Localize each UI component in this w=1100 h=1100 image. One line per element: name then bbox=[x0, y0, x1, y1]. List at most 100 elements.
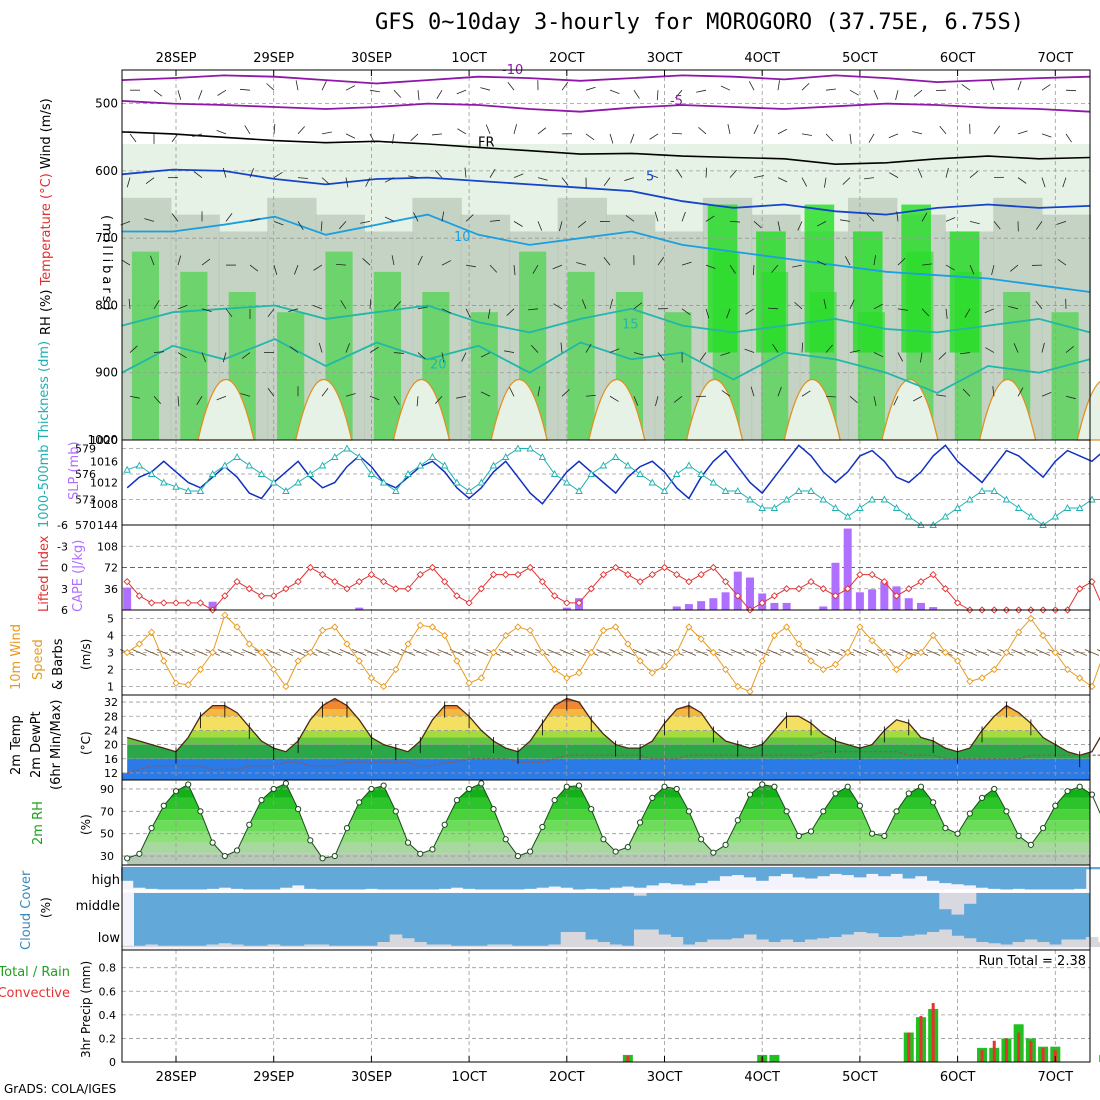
cloud-high-bar bbox=[902, 867, 916, 879]
li-marker bbox=[135, 592, 143, 600]
rh-marker bbox=[966, 810, 973, 817]
thickness-marker bbox=[746, 495, 754, 503]
cloud-low-bar bbox=[499, 944, 513, 947]
date-label-bottom: 3OCT bbox=[647, 1070, 683, 1085]
wind-barb bbox=[825, 344, 833, 353]
wind-barb bbox=[657, 352, 665, 361]
cloud-low-bar bbox=[267, 944, 281, 947]
wind-barb-10m bbox=[864, 649, 880, 656]
wind-barb bbox=[480, 352, 491, 358]
cape-bar bbox=[208, 601, 217, 610]
wind-barb bbox=[945, 167, 949, 178]
rh-marker bbox=[649, 794, 656, 801]
wind-barb bbox=[849, 395, 858, 404]
cloud-low-bar bbox=[487, 944, 501, 947]
cloud-low-bar bbox=[914, 934, 928, 947]
wind-barb bbox=[993, 125, 1001, 135]
wind-speed-marker bbox=[367, 674, 376, 682]
wind-tick: 2 bbox=[107, 664, 114, 677]
precip-conv-title: Convective bbox=[0, 986, 70, 1001]
cloud-high-bar bbox=[316, 867, 330, 890]
date-label-top: 7OCT bbox=[1038, 51, 1074, 66]
li-marker bbox=[575, 599, 583, 607]
wind-speed-marker bbox=[1063, 665, 1072, 674]
wind-barb bbox=[873, 396, 877, 407]
wind-barb-10m bbox=[632, 649, 648, 656]
date-label-bottom: 5OCT bbox=[842, 1070, 878, 1085]
rh-marker bbox=[893, 808, 900, 815]
wind-barb bbox=[984, 308, 995, 314]
cloud-high-bar bbox=[829, 867, 842, 874]
cloud-low-bar bbox=[536, 945, 549, 947]
cape-bar bbox=[770, 602, 779, 610]
wind-speed-marker bbox=[282, 682, 290, 691]
cloud-high-bar bbox=[585, 867, 598, 889]
wind-barb bbox=[603, 177, 611, 186]
thickness-marker bbox=[379, 478, 388, 486]
thickness-marker bbox=[721, 487, 730, 494]
cloud-middle-bar bbox=[939, 893, 952, 910]
wind-barb bbox=[532, 264, 539, 274]
cloud-high-bar bbox=[792, 867, 806, 878]
wind-barb bbox=[153, 396, 161, 404]
thickness-marker bbox=[257, 470, 266, 477]
wind-speed-marker bbox=[709, 648, 717, 657]
cloud-low-bar bbox=[230, 944, 244, 947]
wind-barb bbox=[171, 213, 179, 222]
cloud-low-bar bbox=[682, 944, 696, 947]
thickness-marker bbox=[782, 495, 791, 503]
rh-band bbox=[127, 797, 1090, 810]
wind-barb bbox=[489, 264, 498, 273]
wind-barb bbox=[345, 133, 356, 139]
cape-tick: 144 bbox=[97, 519, 118, 532]
thickness-marker bbox=[294, 478, 302, 486]
cloud-low-bar bbox=[365, 945, 378, 947]
wind-barb bbox=[561, 81, 569, 91]
wind-tick: 1 bbox=[107, 681, 114, 694]
wind-barb bbox=[507, 82, 515, 91]
rh-marker bbox=[600, 836, 607, 843]
wind-speed-marker bbox=[428, 623, 437, 631]
wind-barb bbox=[240, 393, 251, 397]
wind-speed-marker bbox=[868, 636, 876, 645]
wind-barb bbox=[537, 221, 543, 231]
rh-marker bbox=[685, 808, 693, 815]
wind-barb bbox=[1041, 177, 1046, 188]
rh-saturated bbox=[756, 231, 786, 353]
li-marker bbox=[648, 570, 656, 579]
wind-barb bbox=[369, 298, 372, 309]
cloud-low-bar bbox=[243, 945, 256, 947]
temp-contour bbox=[121, 168, 1091, 216]
wind-barb bbox=[675, 89, 683, 98]
wind-barb-10m bbox=[474, 649, 489, 656]
wind-barb bbox=[145, 177, 155, 184]
cloud-low-bar bbox=[1000, 944, 1013, 947]
wind-barb bbox=[267, 388, 275, 397]
wind-barb bbox=[825, 395, 837, 398]
cloud-high-bar bbox=[279, 867, 293, 888]
precip-total-title: Total / Rain bbox=[0, 965, 70, 980]
wind-barb bbox=[816, 260, 827, 266]
cloud-high-bar bbox=[719, 867, 733, 877]
rh-marker bbox=[588, 805, 595, 813]
thickness-marker bbox=[123, 465, 131, 473]
cloud-high-bar bbox=[340, 867, 354, 890]
cloud-high-bar bbox=[206, 867, 220, 889]
thickness-marker bbox=[221, 461, 229, 469]
cloud-high-bar bbox=[743, 867, 757, 878]
cloud-low-bar bbox=[743, 934, 757, 947]
rh-marker bbox=[734, 817, 741, 824]
wind-barb-10m bbox=[547, 649, 562, 656]
wind-barb bbox=[321, 81, 327, 91]
rh-dry-dome bbox=[783, 378, 842, 441]
li-marker bbox=[758, 599, 766, 607]
chart-title: GFS 0~10day 3-hourly for MOROGORO (37.75… bbox=[375, 10, 1025, 35]
thickness-marker bbox=[269, 478, 278, 486]
cloud-low-bar bbox=[450, 945, 464, 947]
rh-marker bbox=[710, 849, 717, 856]
cloud-high-bar bbox=[304, 867, 317, 889]
wind-barb bbox=[201, 308, 212, 312]
thickness-marker bbox=[440, 461, 449, 469]
cloud-high-bar bbox=[646, 867, 659, 886]
wind-barb bbox=[273, 220, 284, 226]
